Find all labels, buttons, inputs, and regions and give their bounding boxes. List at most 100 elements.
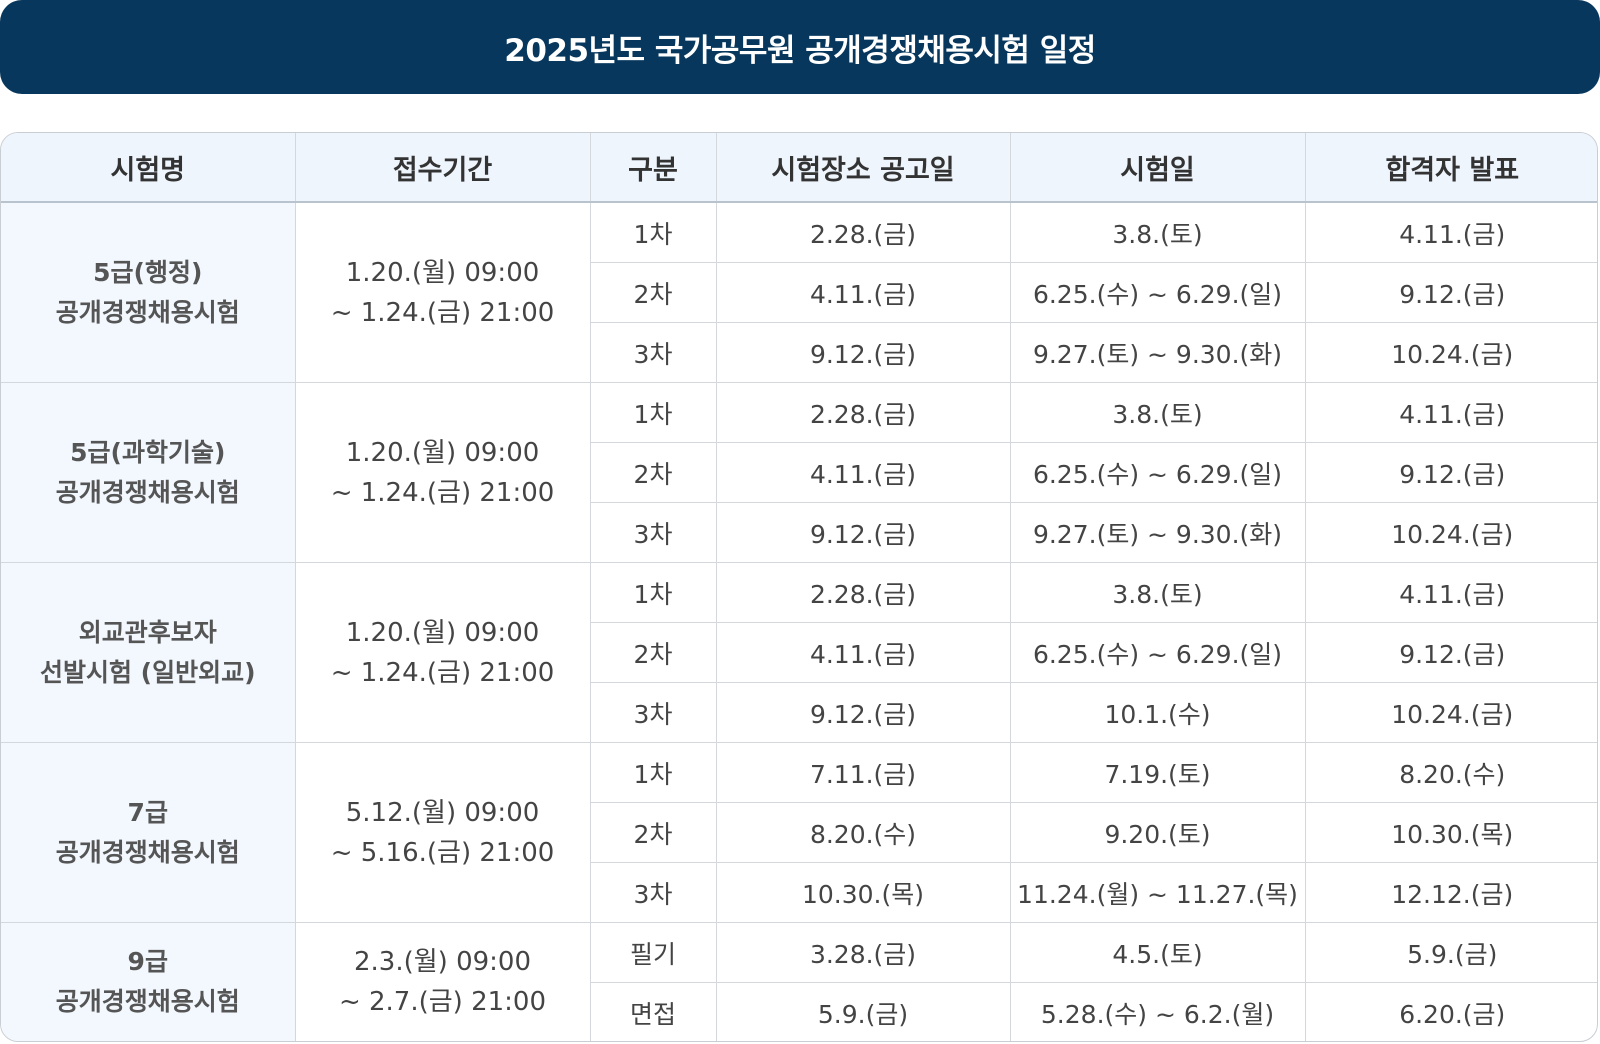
application-period-cell: 5.12.(월) 09:00 ~ 5.16.(금) 21:00 xyxy=(294,742,591,923)
exam-date-cell: 9.27.(토) ~ 9.30.(화) xyxy=(1009,502,1306,563)
period-start: 1.20.(월) 09:00 xyxy=(345,617,540,648)
exam-name-line: 5급(과학기술) xyxy=(70,437,226,467)
exam-date-cell: 10.1.(수) xyxy=(1009,682,1306,743)
round-cell: 2차 xyxy=(590,622,717,683)
exam-name-line: 공개경쟁채용시험 xyxy=(55,837,240,867)
exam-date-cell: 7.19.(토) xyxy=(1009,742,1306,803)
round-cell: 3차 xyxy=(590,322,717,383)
result-date-cell: 6.20.(금) xyxy=(1304,982,1597,1041)
round-cell: 3차 xyxy=(590,862,717,923)
table-row: 3차 10.30.(목) 11.24.(월) ~ 11.27.(목) 12.12… xyxy=(1,862,1597,923)
exam-date-cell: 9.27.(토) ~ 9.30.(화) xyxy=(1009,322,1306,383)
period-end: ~ 1.24.(금) 21:00 xyxy=(330,477,555,508)
exam-date-cell: 6.25.(수) ~ 6.29.(일) xyxy=(1009,622,1306,683)
period-start: 2.3.(월) 09:00 xyxy=(353,947,531,978)
table-row: 3차 9.12.(금) 9.27.(토) ~ 9.30.(화) 10.24.(금… xyxy=(1,502,1597,563)
result-date-cell: 4.11.(금) xyxy=(1304,201,1597,263)
round-cell: 필기 xyxy=(589,922,717,983)
exam-name-line: 공개경쟁채용시험 xyxy=(55,987,240,1017)
result-date-cell: 12.12.(금) xyxy=(1304,862,1597,923)
result-date-cell: 9.12.(금) xyxy=(1304,442,1597,503)
round-cell: 2차 xyxy=(590,262,717,323)
notice-date-cell: 3.28.(금) xyxy=(715,922,1011,983)
table-header-row: 시험명 접수기간 구분 시험장소 공고일 시험일 합격자 발표 xyxy=(1,133,1597,203)
period-end: ~ 5.16.(금) 21:00 xyxy=(330,837,555,868)
exam-date-cell: 3.8.(토) xyxy=(1009,562,1306,623)
page-title: 2025년도 국가공무원 공개경쟁채용시험 일정 xyxy=(0,0,1600,94)
table-row: 9급 공개경쟁채용시험 2.3.(월) 09:00 ~ 2.7.(금) 21:0… xyxy=(1,922,1597,1041)
period-end: ~ 1.24.(금) 21:00 xyxy=(330,297,555,328)
round-cell: 면접 xyxy=(590,982,717,1041)
exam-date-cell: 9.20.(토) xyxy=(1009,802,1306,863)
exam-name-line: 7급 xyxy=(127,797,168,827)
result-date-cell: 4.11.(금) xyxy=(1304,382,1597,443)
exam-name-line: 외교관후보자 xyxy=(78,617,217,647)
notice-date-cell: 8.20.(수) xyxy=(715,802,1011,863)
exam-name-cell: 5급(과학기술) 공개경쟁채용시험 xyxy=(1,382,296,563)
header-round: 구분 xyxy=(589,133,717,203)
round-cell: 1차 xyxy=(589,382,717,443)
schedule-table: 시험명 접수기간 구분 시험장소 공고일 시험일 합격자 발표 5급(행정) 공… xyxy=(0,132,1598,1042)
notice-date-cell: 4.11.(금) xyxy=(715,442,1011,503)
period-start: 1.20.(월) 09:00 xyxy=(345,437,540,468)
round-cell: 3차 xyxy=(590,502,717,563)
period-end: ~ 1.24.(금) 21:00 xyxy=(330,657,555,688)
period-start: 5.12.(월) 09:00 xyxy=(345,797,540,828)
table-row: 2차 4.11.(금) 6.25.(수) ~ 6.29.(일) 9.12.(금) xyxy=(1,262,1597,323)
exam-name-line: 5급(행정) xyxy=(93,257,203,287)
notice-date-cell: 9.12.(금) xyxy=(715,682,1011,743)
table-row: 5급(행정) 공개경쟁채용시험 1.20.(월) 09:00 ~ 1.24.(금… xyxy=(1,201,1597,383)
table-row: 3차 9.12.(금) 10.1.(수) 10.24.(금) xyxy=(1,682,1597,743)
table-row: 5급(과학기술) 공개경쟁채용시험 1.20.(월) 09:00 ~ 1.24.… xyxy=(1,382,1597,563)
header-application-period: 접수기간 xyxy=(294,133,591,203)
period-start: 1.20.(월) 09:00 xyxy=(345,257,540,288)
exam-name-line: 선발시험 (일반외교) xyxy=(39,657,256,687)
table-row: 7급 공개경쟁채용시험 5.12.(월) 09:00 ~ 5.16.(금) 21… xyxy=(1,742,1597,923)
table-row: 3차 9.12.(금) 9.27.(토) ~ 9.30.(화) 10.24.(금… xyxy=(1,322,1597,383)
exam-name-line: 9급 xyxy=(127,947,168,977)
application-period-cell: 1.20.(월) 09:00 ~ 1.24.(금) 21:00 xyxy=(294,201,591,383)
notice-date-cell: 4.11.(금) xyxy=(715,622,1011,683)
result-date-cell: 4.11.(금) xyxy=(1304,562,1597,623)
round-cell: 2차 xyxy=(590,802,717,863)
exam-date-cell: 5.28.(수) ~ 6.2.(월) xyxy=(1009,982,1306,1041)
application-period-cell: 1.20.(월) 09:00 ~ 1.24.(금) 21:00 xyxy=(294,382,591,563)
exam-name-line: 공개경쟁채용시험 xyxy=(55,297,240,327)
result-date-cell: 10.24.(금) xyxy=(1304,322,1597,383)
header-exam-name: 시험명 xyxy=(1,133,296,203)
exam-date-cell: 3.8.(토) xyxy=(1009,201,1306,263)
exam-date-cell: 4.5.(토) xyxy=(1009,922,1306,983)
exam-date-cell: 3.8.(토) xyxy=(1009,382,1306,443)
notice-date-cell: 5.9.(금) xyxy=(715,982,1011,1041)
notice-date-cell: 4.11.(금) xyxy=(715,262,1011,323)
exam-date-cell: 6.25.(수) ~ 6.29.(일) xyxy=(1009,262,1306,323)
round-cell: 2차 xyxy=(590,442,717,503)
notice-date-cell: 10.30.(목) xyxy=(715,862,1011,923)
notice-date-cell: 9.12.(금) xyxy=(715,502,1011,563)
notice-date-cell: 9.12.(금) xyxy=(715,322,1011,383)
application-period-cell: 2.3.(월) 09:00 ~ 2.7.(금) 21:00 xyxy=(294,922,591,1041)
round-cell: 3차 xyxy=(590,682,717,743)
result-date-cell: 9.12.(금) xyxy=(1304,622,1597,683)
result-date-cell: 10.24.(금) xyxy=(1304,502,1597,563)
result-date-cell: 10.30.(목) xyxy=(1304,802,1597,863)
table-row: 2차 4.11.(금) 6.25.(수) ~ 6.29.(일) 9.12.(금) xyxy=(1,622,1597,683)
table-row: 2차 4.11.(금) 6.25.(수) ~ 6.29.(일) 9.12.(금) xyxy=(1,442,1597,503)
table-row: 외교관후보자 선발시험 (일반외교) 1.20.(월) 09:00 ~ 1.24… xyxy=(1,562,1597,743)
header-venue-notice-date: 시험장소 공고일 xyxy=(715,133,1011,203)
header-result-announcement: 합격자 발표 xyxy=(1304,133,1597,203)
exam-name-cell: 외교관후보자 선발시험 (일반외교) xyxy=(1,562,296,743)
period-end: ~ 2.7.(금) 21:00 xyxy=(338,987,547,1018)
exam-name-cell: 5급(행정) 공개경쟁채용시험 xyxy=(1,201,296,383)
result-date-cell: 8.20.(수) xyxy=(1304,742,1597,803)
round-cell: 1차 xyxy=(589,201,717,263)
notice-date-cell: 2.28.(금) xyxy=(715,201,1011,263)
result-date-cell: 9.12.(금) xyxy=(1304,262,1597,323)
notice-date-cell: 7.11.(금) xyxy=(715,742,1011,803)
exam-name-cell: 7급 공개경쟁채용시험 xyxy=(1,742,296,923)
table-row: 면접 5.9.(금) 5.28.(수) ~ 6.2.(월) 6.20.(금) xyxy=(1,982,1597,1041)
exam-date-cell: 11.24.(월) ~ 11.27.(목) xyxy=(1009,862,1306,923)
exam-name-line: 공개경쟁채용시험 xyxy=(55,477,240,507)
application-period-cell: 1.20.(월) 09:00 ~ 1.24.(금) 21:00 xyxy=(294,562,591,743)
result-date-cell: 5.9.(금) xyxy=(1304,922,1597,983)
